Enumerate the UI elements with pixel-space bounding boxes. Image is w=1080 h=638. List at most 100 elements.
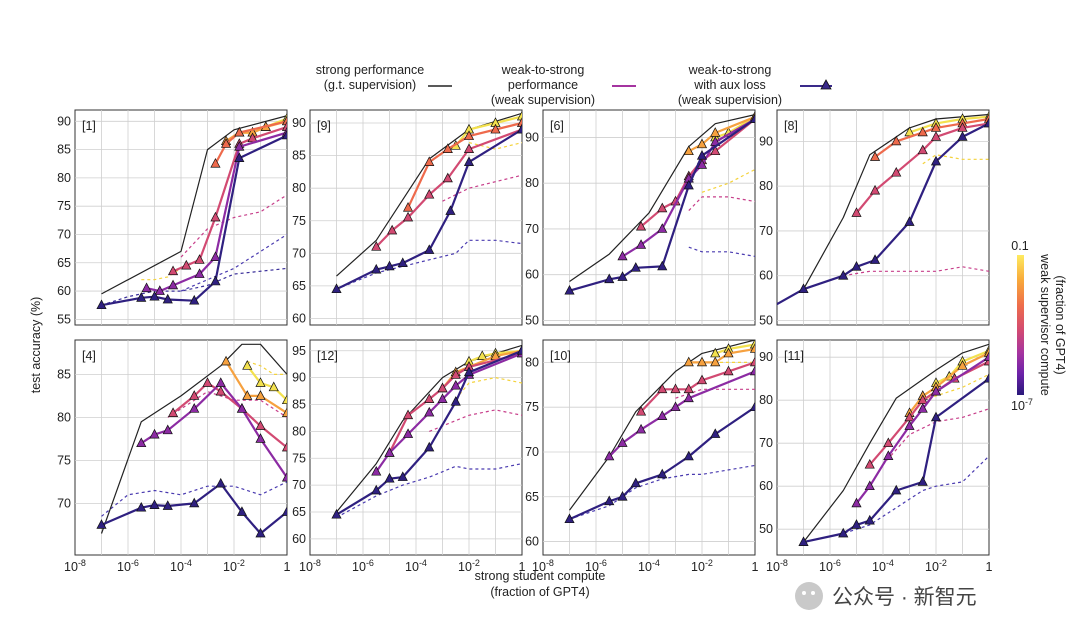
panel-5: 70 75 80 85 10-8 10-6 10-4 10-2 1 [4] — [57, 339, 291, 574]
panel-3: 50 60 70 80 90 [6] — [525, 109, 756, 327]
y-tick-label: 60 — [525, 535, 539, 549]
plot-area — [96, 343, 287, 538]
data-point-marker — [957, 131, 968, 141]
series-line-weak-to-strong-1 — [455, 377, 522, 400]
data-point-marker — [371, 263, 382, 274]
data-point-marker — [281, 121, 287, 131]
data-point-marker — [215, 477, 226, 488]
data-point-marker — [189, 294, 200, 305]
panel-label: [11] — [784, 349, 804, 363]
data-point-marker — [930, 385, 942, 396]
data-point-marker — [864, 480, 875, 491]
panel-label: [9] — [317, 119, 331, 133]
wechat-icon-eye-left — [802, 591, 806, 595]
y-tick-label: 65 — [525, 490, 539, 504]
series-line-aux-loss-1e-3 — [407, 121, 522, 209]
y-tick-label: 75 — [292, 214, 306, 228]
data-point-marker — [255, 433, 266, 443]
series-line-aux-loss-1e-7 — [335, 349, 522, 516]
data-point-marker — [635, 405, 647, 416]
series-line-weak-to-strong-3 — [688, 246, 755, 257]
data-point-marker — [864, 458, 875, 469]
data-point-marker — [189, 403, 200, 413]
series-line-weak-to-strong-1 — [922, 373, 989, 401]
data-point-marker — [683, 145, 694, 156]
panel-2: 60 65 70 75 80 85 90 [9] — [292, 109, 523, 326]
data-point-marker — [683, 392, 694, 403]
data-point-marker — [162, 424, 173, 435]
data-point-marker — [696, 149, 708, 160]
data-point-marker — [516, 110, 522, 121]
data-point-marker — [234, 152, 245, 162]
series-line-weak-to-strong-2 — [180, 194, 287, 258]
watermark: 公众号 · 新智元 — [795, 582, 977, 610]
data-point-marker — [141, 282, 152, 293]
y-tick-label: 70 — [292, 478, 306, 492]
data-point-marker — [450, 396, 461, 406]
data-point-marker — [463, 156, 475, 166]
data-point-marker — [331, 283, 342, 294]
x-tick-label: 1 — [519, 560, 526, 574]
y-tick-label: 65 — [292, 279, 306, 293]
data-point-marker — [864, 514, 875, 525]
data-point-marker — [202, 377, 213, 387]
data-point-marker — [723, 365, 734, 376]
y-tick-label: 85 — [292, 398, 306, 412]
data-point-marker — [883, 450, 894, 460]
data-point-marker — [869, 254, 881, 264]
data-point-marker — [210, 275, 221, 286]
data-point-marker — [424, 244, 435, 254]
data-point-marker — [983, 351, 989, 362]
y-tick-label: 50 — [759, 522, 773, 536]
data-point-marker — [371, 484, 382, 495]
x-axis-label-line2: (fraction of GPT4) — [490, 585, 589, 599]
plot-area — [331, 344, 522, 519]
panel-label: [6] — [550, 119, 564, 133]
data-point-marker — [194, 268, 205, 278]
watermark-text: 公众号 · 新智元 — [832, 586, 977, 609]
data-point-marker — [424, 393, 435, 403]
data-point-marker — [838, 269, 849, 280]
series-line-weak-to-strong-1 — [922, 154, 989, 165]
colorbar-title-line2: (fraction of GPT4) — [1053, 275, 1067, 374]
data-point-marker — [281, 394, 287, 405]
data-point-marker — [167, 279, 179, 290]
y-tick-label: 50 — [759, 314, 773, 328]
data-point-marker — [917, 126, 928, 137]
data-point-marker — [463, 143, 475, 153]
data-point-marker — [255, 420, 266, 430]
y-tick-label: 90 — [759, 350, 773, 364]
series-line-weak-to-strong-2 — [688, 196, 755, 212]
data-point-marker — [838, 527, 849, 538]
data-point-marker — [670, 383, 681, 394]
y-tick-label: 60 — [525, 268, 539, 282]
series-line-weak-to-strong-3 — [101, 481, 287, 517]
data-point-marker — [891, 135, 902, 146]
data-point-marker — [96, 299, 107, 310]
data-point-marker — [154, 285, 165, 295]
data-point-marker — [194, 254, 205, 264]
colorbar-top-label: 0.1 — [1011, 239, 1028, 253]
data-point-marker — [402, 409, 414, 420]
y-tick-label: 60 — [759, 269, 773, 283]
y-tick-label: 70 — [759, 436, 773, 450]
y-tick-label: 80 — [57, 171, 71, 185]
data-point-marker — [384, 472, 395, 483]
data-point-marker — [397, 471, 408, 481]
panel-4: 50 60 70 80 90 [8] — [759, 109, 990, 328]
data-point-marker — [136, 501, 147, 512]
y-tick-label: 80 — [292, 181, 306, 195]
data-point-marker — [281, 407, 287, 417]
series-line-weak-to-strong-2 — [882, 408, 989, 466]
x-tick-label: 1 — [284, 560, 291, 574]
data-point-marker — [442, 172, 453, 183]
data-point-marker — [891, 484, 902, 495]
y-tick-label: 75 — [57, 199, 71, 213]
data-point-marker — [869, 151, 881, 161]
data-point-marker — [215, 385, 226, 396]
plot-area — [777, 110, 989, 306]
data-point-marker — [210, 251, 221, 261]
colorbar-gradient — [1017, 255, 1024, 395]
